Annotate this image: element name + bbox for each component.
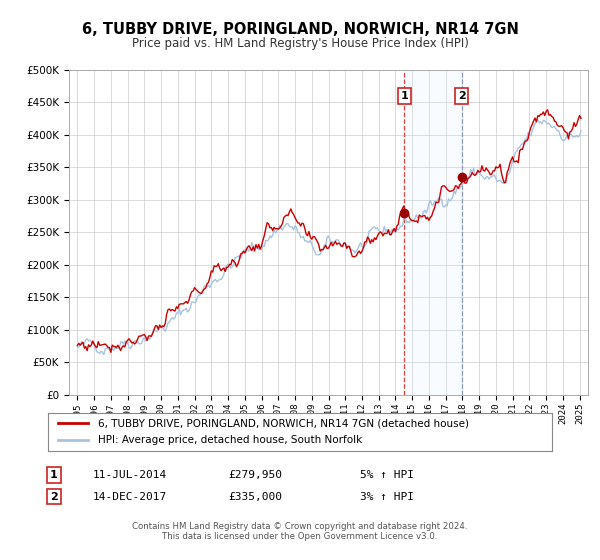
Text: This data is licensed under the Open Government Licence v3.0.: This data is licensed under the Open Gov… [163,532,437,541]
Text: 1: 1 [50,470,58,480]
Text: 2: 2 [50,492,58,502]
Text: £335,000: £335,000 [228,492,282,502]
Text: Price paid vs. HM Land Registry's House Price Index (HPI): Price paid vs. HM Land Registry's House … [131,37,469,50]
Text: 6, TUBBY DRIVE, PORINGLAND, NORWICH, NR14 7GN (detached house): 6, TUBBY DRIVE, PORINGLAND, NORWICH, NR1… [98,418,469,428]
Text: HPI: Average price, detached house, South Norfolk: HPI: Average price, detached house, Sout… [98,435,362,445]
Text: 11-JUL-2014: 11-JUL-2014 [93,470,167,480]
Text: 3% ↑ HPI: 3% ↑ HPI [360,492,414,502]
Text: 1: 1 [400,91,408,101]
Text: 2: 2 [458,91,466,101]
Text: 5% ↑ HPI: 5% ↑ HPI [360,470,414,480]
Text: 14-DEC-2017: 14-DEC-2017 [93,492,167,502]
Bar [404,70,462,395]
Text: £279,950: £279,950 [228,470,282,480]
Text: 6, TUBBY DRIVE, PORINGLAND, NORWICH, NR14 7GN: 6, TUBBY DRIVE, PORINGLAND, NORWICH, NR1… [82,22,518,36]
Text: Contains HM Land Registry data © Crown copyright and database right 2024.: Contains HM Land Registry data © Crown c… [132,522,468,531]
